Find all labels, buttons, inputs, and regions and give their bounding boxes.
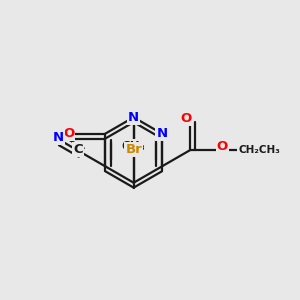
- Text: O: O: [63, 127, 74, 140]
- Text: Br: Br: [125, 143, 142, 156]
- Text: N: N: [156, 127, 167, 140]
- Text: C: C: [73, 143, 83, 156]
- Text: N: N: [128, 111, 139, 124]
- Text: CH₂CH₃: CH₂CH₃: [238, 145, 280, 155]
- Text: CH₃: CH₃: [122, 140, 146, 153]
- Text: O: O: [217, 140, 228, 153]
- Text: N: N: [52, 131, 64, 144]
- Text: O: O: [181, 112, 192, 125]
